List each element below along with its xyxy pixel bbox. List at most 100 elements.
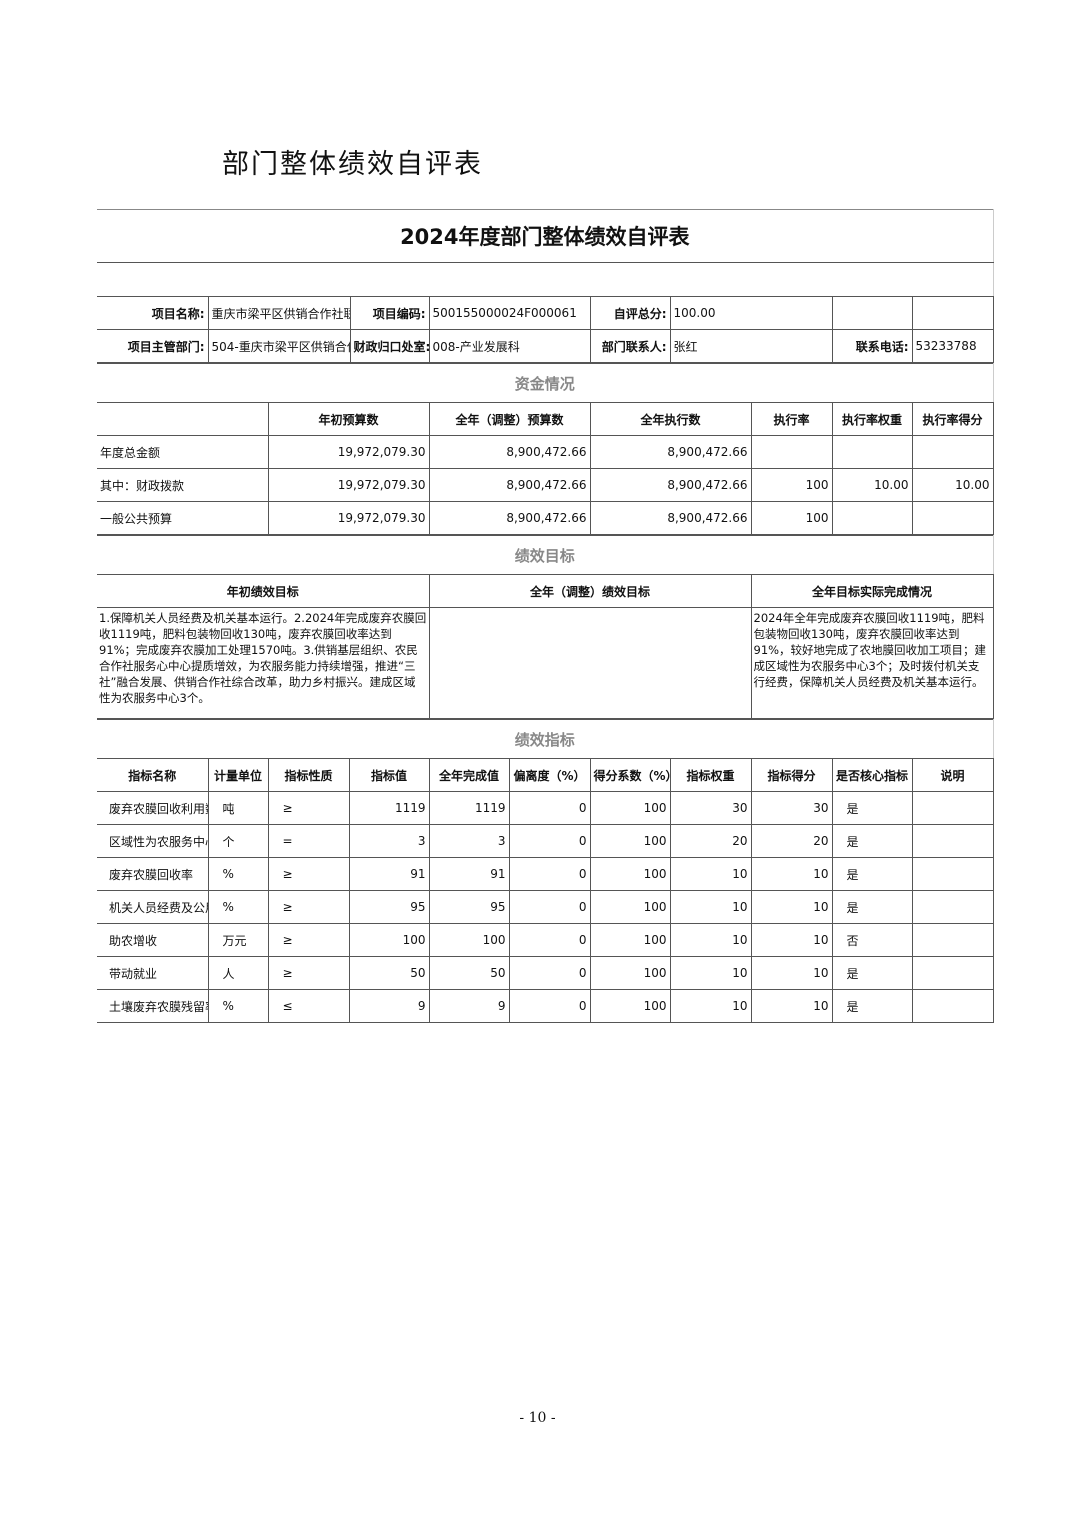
indicators-header: 计量单位 — [207, 758, 269, 792]
project-name-label: 项目名称: — [97, 296, 209, 330]
indicator-cell: 土壤废弃农膜残留率 — [97, 989, 209, 1023]
indicator-cell: 是 — [831, 824, 913, 858]
indicators-header: 偏离度（%） — [508, 758, 591, 792]
indicator-cell: 100 — [589, 989, 671, 1023]
funds-cell — [750, 435, 833, 469]
initial-goal: 1.保障机关人员经费及机关基本运行。2.2024年完成废弃农膜回收1119吨，肥… — [97, 607, 430, 719]
indicators-header: 指标值 — [348, 758, 430, 792]
indicator-cell — [911, 857, 994, 891]
funds-cell — [911, 435, 994, 469]
table-title: 2024年度部门整体绩效自评表 — [97, 209, 994, 263]
indicator-cell: 1119 — [428, 791, 510, 825]
project-name: 重庆市梁平区供销合作社联合 — [207, 296, 351, 330]
indicator-cell: 吨 — [207, 791, 269, 825]
indicator-cell — [911, 791, 994, 825]
indicator-cell: 是 — [831, 791, 913, 825]
indicator-cell: 0 — [508, 857, 591, 891]
indicator-cell: 9 — [348, 989, 430, 1023]
indicator-cell: 10 — [669, 890, 752, 924]
indicator-cell: 万元 — [207, 923, 269, 957]
funds-header: 执行率 — [750, 402, 833, 436]
indicator-row: 废弃农膜回收率% ≥91 91 0 100 10 10 是 — [97, 857, 994, 891]
indicator-cell: 100 — [348, 923, 430, 957]
funds-cell: 10.00 — [911, 468, 994, 502]
indicator-cell: 20 — [669, 824, 752, 858]
indicator-cell: 91 — [348, 857, 430, 891]
goals-header: 全年目标实际完成情况 — [750, 574, 994, 608]
indicator-cell: ≥ — [267, 857, 350, 891]
indicator-cell: 95 — [348, 890, 430, 924]
indicator-cell: % — [207, 890, 269, 924]
indicator-cell: 0 — [508, 824, 591, 858]
funds-cell: 一般公共预算 — [97, 501, 269, 535]
indicator-cell: = — [267, 824, 350, 858]
indicator-cell: 否 — [831, 923, 913, 957]
evaluation-form: 2024年度部门整体绩效自评表 项目名称: 重庆市梁平区供销合作社联合 项目编码… — [97, 209, 994, 1023]
indicator-cell: 10 — [750, 890, 833, 924]
indicator-cell: 助农增收 — [97, 923, 209, 957]
funds-section-title: 资金情况 — [97, 363, 994, 403]
dept: 504-重庆市梁平区供销合作社 — [207, 329, 351, 363]
indicators-header: 指标权重 — [669, 758, 752, 792]
indicator-cell: % — [207, 857, 269, 891]
indicator-cell — [911, 989, 994, 1023]
funds-cell — [831, 501, 913, 535]
funds-row: 一般公共预算 19,972,079.30 8,900,472.66 8,900,472… — [97, 501, 994, 535]
funds-cell: 100 — [750, 501, 833, 535]
finance-label: 财政归口处室: — [349, 329, 430, 363]
indicator-cell — [911, 890, 994, 924]
goals-table: 绩效目标 年初绩效目标 全年（调整）绩效目标 全年目标实际完成情况 1.保障机关… — [97, 535, 994, 719]
funds-cell: 19,972,079.30 — [267, 501, 430, 535]
indicator-cell: 个 — [207, 824, 269, 858]
indicator-cell: 10 — [750, 989, 833, 1023]
indicators-header: 全年完成值 — [428, 758, 510, 792]
finance: 008-产业发展科 — [428, 329, 591, 363]
funds-header — [97, 402, 269, 436]
empty-cell — [911, 296, 994, 330]
indicator-cell: 100 — [589, 824, 671, 858]
contact: 张红 — [669, 329, 833, 363]
indicators-header: 指标性质 — [267, 758, 350, 792]
indicator-cell: ≤ — [267, 989, 350, 1023]
funds-header: 执行率权重 — [831, 402, 913, 436]
empty-cell — [831, 296, 913, 330]
funds-cell: 8,900,472.66 — [428, 435, 591, 469]
funds-cell: 10.00 — [831, 468, 913, 502]
indicator-cell: 10 — [669, 956, 752, 990]
indicator-cell: 100 — [589, 956, 671, 990]
indicators-header: 说明 — [911, 758, 994, 792]
indicator-cell: ≥ — [267, 890, 350, 924]
indicator-cell: 30 — [669, 791, 752, 825]
score-label: 自评总分: — [589, 296, 671, 330]
funds-header: 年初预算数 — [267, 402, 430, 436]
funds-table: 资金情况 年初预算数 全年（调整）预算数 全年执行数 执行率 执行率权重 执行率得分 年度总… — [97, 363, 994, 535]
funds-cell: 100 — [750, 468, 833, 502]
indicator-cell: 10 — [750, 857, 833, 891]
indicator-cell: 3 — [428, 824, 510, 858]
funds-cell: 8,900,472.66 — [589, 501, 752, 535]
funds-row: 其中：财政拨款 19,972,079.30 8,900,472.66 8,900,47… — [97, 468, 994, 502]
document-title: 部门整体绩效自评表 — [222, 149, 483, 180]
dept-label: 项目主管部门: — [97, 329, 209, 363]
indicator-cell: 0 — [508, 923, 591, 957]
funds-cell: 8,900,472.66 — [589, 435, 752, 469]
indicator-cell: 机关人员经费及公用经 — [97, 890, 209, 924]
indicator-cell: 10 — [669, 923, 752, 957]
indicators-header-row: 指标名称 计量单位 指标性质 指标值 全年完成值 偏离度（%） 得分系数（%） 指标权重 指标得… — [97, 758, 994, 792]
indicator-cell: 91 — [428, 857, 510, 891]
funds-cell: 19,972,079.30 — [267, 468, 430, 502]
funds-header: 执行率得分 — [911, 402, 994, 436]
funds-cell — [831, 435, 913, 469]
indicator-cell: 100 — [428, 923, 510, 957]
indicator-cell: 是 — [831, 989, 913, 1023]
indicator-cell: 是 — [831, 857, 913, 891]
indicator-cell: 10 — [669, 989, 752, 1023]
indicator-cell: 0 — [508, 890, 591, 924]
funds-header: 全年执行数 — [589, 402, 752, 436]
funds-cell: 8,900,472.66 — [589, 468, 752, 502]
indicator-cell: 废弃农膜回收利用数量 — [97, 791, 209, 825]
funds-cell: 19,972,079.30 — [267, 435, 430, 469]
indicator-cell: 区域性为农服务中心、 — [97, 824, 209, 858]
